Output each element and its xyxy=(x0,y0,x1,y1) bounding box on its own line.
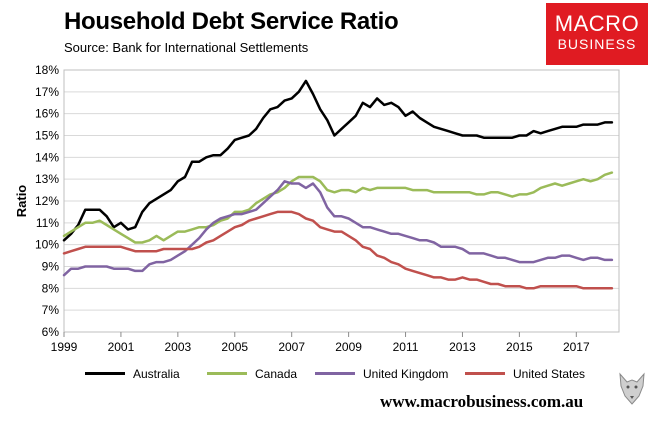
plot-area-border xyxy=(63,69,620,333)
y-tick-label-7: 7% xyxy=(42,303,60,317)
legend: Australia Canada United Kingdom United S… xyxy=(85,367,605,383)
series-line-australia xyxy=(62,79,614,242)
x-tick-label-2013: 2013 xyxy=(449,340,476,354)
series-lines xyxy=(62,79,614,290)
x-tick-label-2011: 2011 xyxy=(393,340,419,354)
y-axis-label: Ratio xyxy=(14,185,29,218)
chart-source: Source: Bank for International Settlemen… xyxy=(64,40,309,55)
y-tick-label-11: 11% xyxy=(36,216,59,230)
series-line-united-kingdom xyxy=(62,180,614,277)
y-tick-label-8: 8% xyxy=(42,281,60,295)
x-tick-label-2001: 2001 xyxy=(108,340,135,354)
legend-label-australia: Australia xyxy=(133,367,180,381)
y-tick-label-6: 6% xyxy=(42,325,60,339)
series-line-canada xyxy=(62,171,614,244)
y-tick-label-18: 18% xyxy=(35,63,59,77)
legend-label-united-kingdom: United Kingdom xyxy=(363,367,449,381)
series-line-united-states xyxy=(62,210,614,290)
x-tick-label-2003: 2003 xyxy=(164,340,191,354)
legend-swatch-australia xyxy=(85,372,125,376)
logo-line1: MACRO xyxy=(554,11,640,36)
x-tick-label-2015: 2015 xyxy=(506,340,533,354)
y-tick-label-17: 17% xyxy=(35,85,59,99)
wolf-icon xyxy=(619,372,645,405)
legend-swatch-united-kingdom xyxy=(315,372,355,376)
logo-line2: BUSINESS xyxy=(557,36,637,52)
x-tick-label-2007: 2007 xyxy=(278,340,305,354)
x-tick-label-2005: 2005 xyxy=(221,340,248,354)
y-gridlines xyxy=(64,69,619,333)
legend-label-united-states: United States xyxy=(513,367,586,381)
y-tick-label-13: 13% xyxy=(35,172,59,186)
website-url: www.macrobusiness.com.au xyxy=(380,392,584,411)
y-axis-ticks: 6% 7% 8% 9% 10% 11% 12% 13% 14% 15% 16% 17% 18% xyxy=(35,63,59,339)
y-tick-label-10: 10% xyxy=(35,238,59,252)
x-tick-label-2009: 2009 xyxy=(335,340,362,354)
x-axis-ticks: 1999 2001 2003 2005 2007 2009 2011 2013 2015 2017 xyxy=(51,332,590,354)
legend-item-australia: Australia xyxy=(85,367,180,381)
y-tick-label-16: 16% xyxy=(35,107,59,121)
chart-title: Household Debt Service Ratio xyxy=(64,8,399,35)
y-tick-label-9: 9% xyxy=(42,260,60,274)
y-tick-label-12: 12% xyxy=(35,194,59,208)
x-tick-label-1999: 1999 xyxy=(51,340,78,354)
legend-item-canada: Canada xyxy=(207,367,297,381)
legend-item-united-kingdom: United Kingdom xyxy=(315,367,448,381)
legend-item-united-states: United States xyxy=(465,367,585,381)
legend-swatch-canada xyxy=(207,372,247,376)
legend-swatch-united-states xyxy=(465,372,505,376)
y-tick-label-15: 15% xyxy=(35,129,59,143)
x-tick-label-2017: 2017 xyxy=(563,340,590,354)
y-tick-label-14: 14% xyxy=(35,150,59,164)
legend-label-canada: Canada xyxy=(255,367,298,381)
macrobusiness-logo: MACRO BUSINESS xyxy=(546,3,648,65)
